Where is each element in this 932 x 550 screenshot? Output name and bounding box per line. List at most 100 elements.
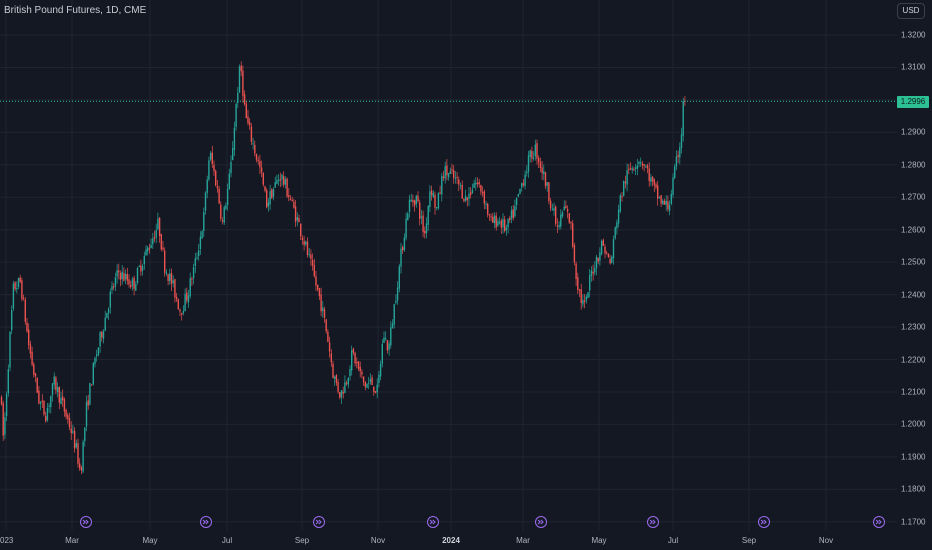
candle-body [77, 443, 79, 464]
candle [420, 209, 423, 225]
candle [131, 276, 134, 291]
candle [629, 162, 632, 171]
candle [334, 375, 336, 386]
candle-body [29, 344, 32, 354]
candle-body [308, 254, 310, 256]
candle [213, 160, 215, 176]
candle [595, 254, 598, 276]
candle [51, 383, 54, 402]
candle [665, 195, 667, 211]
candle [362, 376, 365, 386]
candle-body [551, 208, 553, 210]
candle [429, 185, 431, 213]
candle-body [92, 363, 94, 385]
candle [456, 171, 458, 185]
candle [386, 339, 389, 354]
candle-body [255, 154, 258, 160]
candle-body [594, 268, 596, 273]
candle [136, 266, 139, 285]
candle [310, 249, 312, 266]
candle [626, 163, 628, 192]
candle [218, 185, 220, 205]
dividend-forward-icon[interactable] [873, 516, 885, 528]
candle [566, 205, 569, 219]
candle-body [497, 221, 499, 226]
candle-body [19, 277, 21, 282]
candle [179, 308, 181, 317]
dividend-forward-icon[interactable] [758, 516, 770, 528]
candle-body [22, 298, 25, 300]
candle-body [249, 122, 251, 126]
candle-body [327, 331, 329, 343]
candle-body [391, 323, 394, 329]
candle-body [512, 209, 514, 218]
candle [82, 439, 84, 474]
dividend-forward-icon[interactable] [313, 516, 325, 528]
candle-body [645, 166, 647, 168]
candle-body [651, 176, 654, 182]
price-tick-label: 1.2100 [901, 387, 926, 397]
candle [470, 187, 472, 199]
candle [641, 160, 644, 170]
candle [145, 245, 147, 256]
dividend-forward-icon[interactable] [427, 516, 439, 528]
candle-body [330, 353, 332, 363]
candle-body [359, 366, 361, 372]
candle-body [225, 205, 227, 209]
dividend-forward-icon[interactable] [647, 516, 659, 528]
candle-body [351, 350, 353, 371]
candle [220, 201, 222, 222]
candle-body [536, 143, 538, 159]
candle-body [487, 203, 489, 215]
candle-body [157, 218, 159, 230]
candle [498, 216, 501, 225]
candle-body [277, 179, 280, 181]
candle-body [113, 286, 115, 288]
candle [662, 198, 664, 205]
candle [232, 141, 234, 161]
candle-body [641, 163, 644, 166]
candle-body [556, 225, 559, 227]
candle [281, 173, 283, 186]
candle [617, 204, 620, 228]
candle-body [240, 65, 242, 72]
time-tick-label: Nov [818, 536, 834, 545]
time-tick-label: Mar [65, 536, 79, 545]
candle [337, 379, 339, 394]
dividend-forward-icon[interactable] [535, 516, 547, 528]
candle-body [362, 376, 365, 383]
candle [675, 150, 678, 171]
candle-body [310, 254, 312, 260]
candle-body [158, 217, 161, 236]
candle [118, 263, 120, 280]
candle [271, 188, 273, 199]
currency-button[interactable]: USD [897, 3, 925, 19]
candle [7, 364, 9, 397]
candle [368, 376, 370, 389]
dividend-forward-icon[interactable] [80, 516, 92, 528]
candle-body [354, 352, 356, 364]
candle-body [116, 270, 118, 277]
candle-body [672, 177, 674, 195]
candle [398, 263, 400, 293]
candle [541, 161, 543, 180]
candle-body [668, 205, 671, 211]
candle-body [337, 382, 339, 392]
candle [322, 301, 324, 318]
candle [570, 221, 572, 230]
dividend-forward-icon[interactable] [200, 516, 212, 528]
candle-body [109, 291, 111, 308]
candle-body [543, 171, 545, 175]
candle-body [46, 407, 49, 421]
candle [514, 199, 516, 218]
candle [509, 215, 511, 224]
candle-body [254, 144, 256, 154]
candle [182, 305, 185, 316]
candle [247, 109, 249, 126]
candle-body [175, 296, 178, 300]
price-tick-label: 1.1900 [901, 452, 926, 462]
candle [677, 150, 679, 163]
candle-body [638, 161, 640, 164]
candle [390, 321, 392, 349]
